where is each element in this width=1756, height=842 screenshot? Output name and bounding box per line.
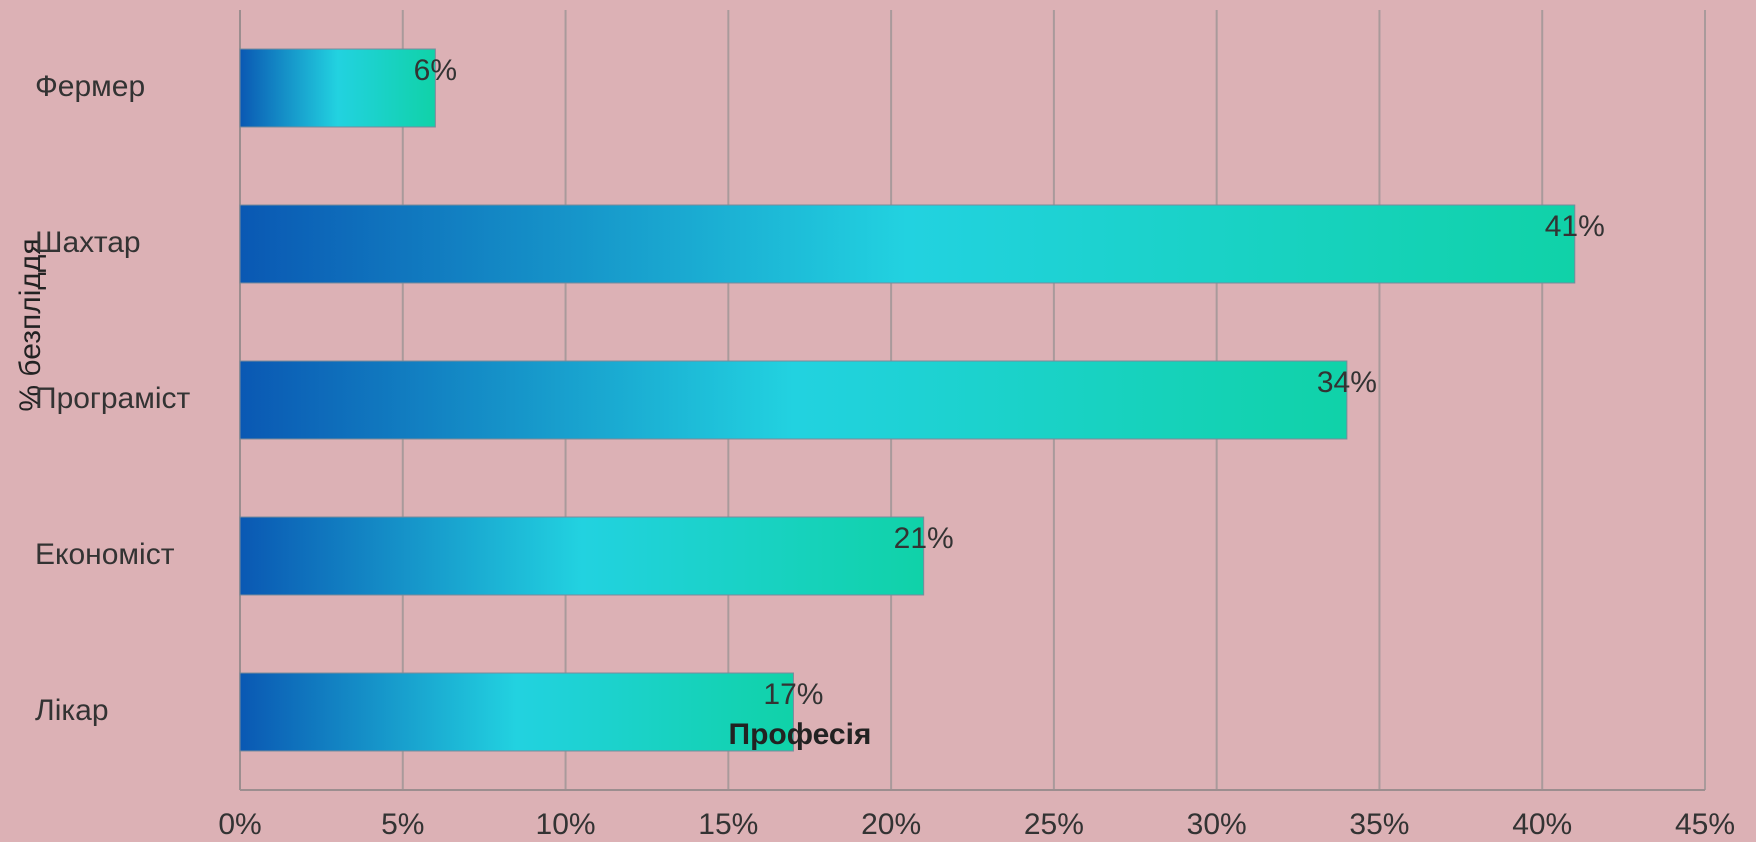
x-tick-label: 35% <box>1349 808 1409 841</box>
data-label: 17% <box>763 678 823 711</box>
y-tick-label: Лікар <box>35 694 109 727</box>
x-tick-label: 5% <box>381 808 424 841</box>
data-label: 6% <box>414 54 457 87</box>
bar <box>239 360 1348 440</box>
bar <box>239 48 436 128</box>
data-label: 34% <box>1317 366 1377 399</box>
x-tick-label: 45% <box>1675 808 1735 841</box>
x-tick-label: 10% <box>536 808 596 841</box>
y-tick-label: Фермер <box>35 70 145 103</box>
x-tick-label: 25% <box>1024 808 1084 841</box>
data-label: 41% <box>1545 210 1605 243</box>
bar <box>239 672 794 752</box>
y-axis-label: % безпліддя <box>14 238 47 411</box>
x-tick-label: 0% <box>218 808 261 841</box>
bar <box>239 516 925 596</box>
x-axis-label: Професія <box>729 718 872 751</box>
x-tick-label: 40% <box>1512 808 1572 841</box>
y-tick-label: Економіст <box>35 538 175 571</box>
x-tick-label: 15% <box>698 808 758 841</box>
y-tick-label: Шахтар <box>35 226 141 259</box>
data-label: 21% <box>894 522 954 555</box>
y-tick-label: Програміст <box>35 382 191 415</box>
x-tick-label: 30% <box>1187 808 1247 841</box>
bar <box>239 204 1576 284</box>
x-tick-label: 20% <box>861 808 921 841</box>
